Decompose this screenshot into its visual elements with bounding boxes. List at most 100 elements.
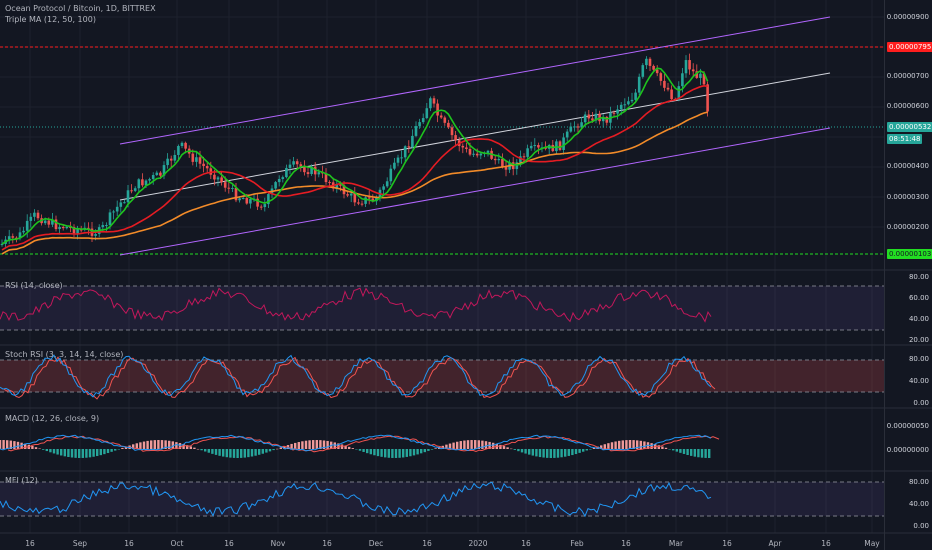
- stoch-rsi-legend[interactable]: Stoch RSI (3, 3, 14, 14, close): [5, 350, 124, 359]
- macd-hist-bar: [394, 449, 398, 458]
- mfi-tick: 0.00: [913, 522, 929, 530]
- macd-hist-bar: [106, 449, 110, 454]
- candle-body: [418, 122, 421, 127]
- price-axis[interactable]: 0.00000900 0.00000795 0.00000700 0.00000…: [884, 0, 932, 550]
- macd-hist-bar: [171, 441, 174, 449]
- macd-hist-bar: [308, 440, 311, 449]
- macd-hist-bar: [243, 449, 246, 458]
- macd-hist-bar: [686, 449, 689, 455]
- candle-body: [605, 116, 609, 123]
- macd-hist-bar: [340, 444, 344, 449]
- macd-hist-bar: [337, 443, 340, 449]
- macd-hist-bar: [139, 442, 142, 449]
- macd-legend[interactable]: MACD (12, 26, close, 9): [5, 414, 100, 423]
- macd-hist-bar: [358, 449, 362, 451]
- time-tick: Apr: [768, 539, 782, 548]
- candle-body: [652, 65, 655, 70]
- candle-body: [562, 137, 565, 150]
- macd-hist-bar: [78, 449, 81, 458]
- macd-hist-bar: [610, 442, 614, 449]
- macd-hist-bar: [168, 440, 171, 449]
- macd-hist-bar: [632, 440, 635, 449]
- macd-hist-bar: [9, 440, 12, 449]
- candle-body: [335, 184, 339, 189]
- rsi-tick: 40.00: [908, 315, 929, 323]
- candle-body: [393, 162, 396, 169]
- time-tick: Dec: [368, 539, 384, 548]
- macd-hist-bar: [639, 440, 642, 449]
- price-tick: 0.00000900: [886, 13, 929, 21]
- candle-body: [94, 234, 97, 236]
- macd-hist-bar: [481, 440, 484, 449]
- macd-hist-bar: [380, 449, 383, 457]
- rsi-pane[interactable]: [0, 285, 884, 331]
- macd-hist-bar: [52, 449, 56, 454]
- candle-body: [205, 166, 209, 169]
- candle-body: [112, 211, 115, 213]
- candle-body: [389, 168, 393, 182]
- candle-body: [155, 172, 159, 176]
- candle-body: [382, 186, 385, 190]
- macd-hist-bar: [110, 449, 113, 452]
- candle-body: [450, 127, 454, 136]
- candle-body: [533, 145, 537, 147]
- candle-body: [202, 163, 205, 167]
- macd-hist-bar: [582, 449, 585, 452]
- candle-body: [454, 135, 457, 141]
- macd-hist-bar: [24, 443, 27, 449]
- candle-body: [663, 80, 666, 88]
- candle-body: [688, 60, 691, 70]
- time-tick: 16: [224, 539, 234, 548]
- mfi-legend[interactable]: MFI (12): [5, 476, 38, 485]
- price-tick: 0.00000700: [886, 72, 929, 80]
- candle-body: [468, 148, 472, 155]
- stoch-d-line: [3, 356, 716, 400]
- candle-body: [263, 204, 267, 208]
- mfi-pane[interactable]: [0, 481, 884, 518]
- candle-body: [51, 219, 54, 225]
- macd-hist-bar: [261, 449, 264, 454]
- time-tick: Sep: [72, 539, 88, 548]
- price-pane[interactable]: [0, 16, 884, 256]
- candle-body: [303, 166, 306, 173]
- stoch-k-line: [0, 354, 712, 398]
- macd-hist-bar: [13, 441, 16, 449]
- macd-hist-bar: [344, 445, 347, 449]
- macd-hist-bar: [636, 440, 639, 449]
- candle-body: [191, 153, 195, 162]
- macd-hist-bar: [542, 449, 545, 458]
- candle-body: [173, 154, 177, 161]
- candle-body: [630, 99, 634, 102]
- candle-body: [33, 212, 36, 217]
- macd-hist-bar: [67, 449, 70, 457]
- macd-hist-bar: [2, 440, 5, 449]
- candle-body: [475, 153, 479, 156]
- candle-body: [15, 237, 18, 239]
- macd-hist-bar: [463, 440, 466, 449]
- macd-hist-bar: [513, 449, 516, 450]
- macd-hist-bar: [60, 449, 63, 456]
- triple-ma-legend[interactable]: Triple MA (12, 50, 100): [5, 15, 96, 24]
- candle-body: [141, 179, 144, 186]
- ma-50-line: [1, 84, 708, 251]
- stoch-rsi-pane[interactable]: [0, 354, 884, 400]
- candle-body: [634, 92, 637, 100]
- macd-hist-bar: [420, 449, 423, 454]
- macd-hist-bar: [31, 445, 34, 449]
- macd-pane[interactable]: [0, 434, 720, 458]
- macd-hist-bar: [135, 443, 138, 449]
- candle-body: [7, 236, 11, 240]
- macd-hist-bar: [531, 449, 534, 456]
- macd-hist-bar: [362, 449, 365, 452]
- candle-body: [695, 71, 699, 78]
- macd-hist-bar: [103, 449, 106, 455]
- time-tick: 16: [521, 539, 531, 548]
- macd-hist-bar: [124, 446, 128, 449]
- candle-body: [583, 114, 587, 123]
- macd-hist-bar: [16, 441, 20, 449]
- macd-hist-bar: [510, 448, 513, 450]
- macd-hist-bar: [254, 449, 257, 456]
- candle-body: [180, 142, 184, 146]
- rsi-legend[interactable]: RSI (14, close): [5, 281, 63, 290]
